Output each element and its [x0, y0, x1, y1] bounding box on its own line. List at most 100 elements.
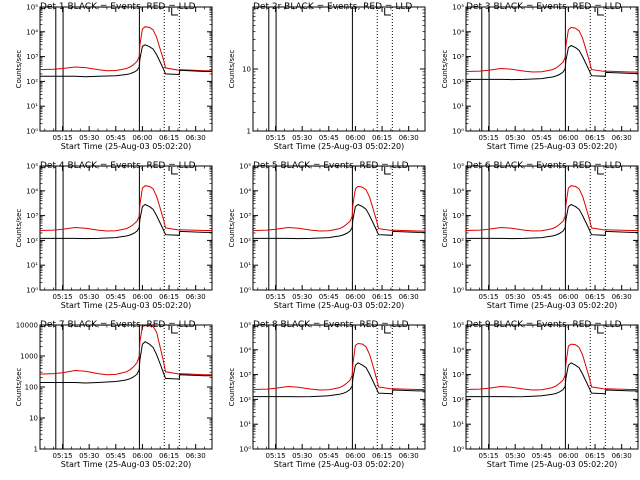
- series-line-events: [40, 203, 212, 240]
- x-tick-label: 05:45: [532, 452, 552, 460]
- panel-1: 10⁰ 10¹ 10² 10³ 10⁴ 10⁵ 05:15 05:30 05:45 06:00 06…: [15, 2, 213, 151]
- panel-7: 1 10 100 1000 10000 05:15 05:30 05:45 06:00 06:15…: [15, 320, 213, 469]
- y-tick-label: 10³: [26, 212, 38, 220]
- y-tick-label: 10²: [452, 237, 464, 245]
- series-line-events: [253, 362, 425, 398]
- series-line-events: [253, 203, 425, 240]
- y-axis-label: Counts/sec: [15, 368, 23, 407]
- series-line-events: [40, 44, 212, 78]
- y-tick-label: 10⁴: [239, 346, 251, 354]
- y-tick-label: 10²: [239, 396, 251, 404]
- y-tick-label: 10⁵: [26, 163, 38, 171]
- y-tick-label: 10³: [239, 212, 251, 220]
- x-tick-label: 05:45: [532, 293, 552, 301]
- x-tick-label: 05:30: [79, 452, 99, 460]
- series-line-lld: [465, 26, 638, 73]
- y-tick-label: 10²: [26, 78, 38, 86]
- panel-title: Det 1 BLACK = Events, RED = LLD: [40, 2, 196, 12]
- plot-frame: [39, 6, 213, 132]
- x-tick-label: 06:00: [345, 293, 365, 301]
- y-axis-label: Counts/sec: [228, 368, 236, 407]
- x-tick-label: 06:15: [372, 452, 392, 460]
- y-tick-label: 10²: [452, 78, 464, 86]
- y-tick-label: 10¹: [452, 421, 464, 429]
- plot-frame: [39, 324, 213, 450]
- y-tick-label: 10¹: [452, 103, 464, 111]
- interval-bracket: [597, 8, 604, 16]
- y-tick-label: 1000: [20, 353, 38, 361]
- y-tick-label: 10⁰: [239, 287, 251, 295]
- x-tick-label: 06:00: [132, 134, 152, 142]
- interval-bracket: [597, 326, 604, 334]
- y-tick-label: 10: [242, 66, 251, 74]
- y-tick-label: 10³: [239, 371, 251, 379]
- x-axis-label: Start Time (25-Aug-03 05:02:20): [61, 142, 192, 151]
- x-axis-label: Start Time (25-Aug-03 05:02:20): [61, 301, 192, 310]
- series-line-lld: [465, 185, 638, 232]
- y-tick-label: 10⁴: [452, 346, 464, 354]
- x-axis-label: Start Time (25-Aug-03 05:02:20): [274, 142, 405, 151]
- x-tick-label: 05:15: [265, 452, 285, 460]
- y-tick-label: 10¹: [26, 103, 38, 111]
- y-tick-label: 10¹: [239, 421, 251, 429]
- x-tick-label: 05:45: [106, 293, 126, 301]
- x-tick-label: 05:15: [52, 293, 72, 301]
- x-tick-label: 06:00: [558, 293, 578, 301]
- x-tick-label: 05:15: [478, 293, 498, 301]
- panel-9: 10⁰ 10¹ 10² 10³ 10⁴ 10⁵ 05:15 05:30 05:45 06:00 06…: [441, 320, 639, 469]
- panel-5: 10⁰ 10¹ 10² 10³ 10⁴ 10⁵ 05:15 05:30 05:45 06:00 06…: [228, 161, 426, 310]
- series-line-events: [40, 341, 212, 384]
- x-tick-label: 05:45: [319, 452, 339, 460]
- panel-title: Det 9 BLACK = Events, RED = LLD: [466, 320, 622, 330]
- x-tick-label: 06:30: [186, 293, 206, 301]
- x-axis-label: Start Time (25-Aug-03 05:02:20): [274, 301, 405, 310]
- x-tick-label: 06:15: [585, 452, 605, 460]
- panel-title: Det 2r BLACK = Events, RED = LLD: [253, 2, 412, 12]
- y-tick-label: 10⁴: [452, 28, 464, 36]
- y-tick-label: 10⁰: [26, 128, 38, 136]
- x-tick-label: 05:45: [106, 134, 126, 142]
- y-tick-label: 10⁰: [452, 287, 464, 295]
- plot-frame: [39, 165, 213, 291]
- y-axis-label: Counts/sec: [15, 209, 23, 248]
- y-tick-label: 10¹: [452, 262, 464, 270]
- x-axis-label: Start Time (25-Aug-03 05:02:20): [487, 460, 618, 469]
- y-tick-label: 100: [25, 384, 38, 392]
- x-tick-label: 05:45: [106, 452, 126, 460]
- x-tick-label: 06:30: [612, 452, 632, 460]
- series-line-lld: [465, 343, 638, 391]
- panel-8: 10⁰ 10¹ 10² 10³ 10⁴ 10⁵ 05:15 05:30 05:45 06:00 06…: [228, 320, 426, 469]
- y-tick-label: 10⁰: [26, 287, 38, 295]
- series-line-events: [466, 203, 638, 240]
- panel-title: Det 5 BLACK = Events, RED = LLD: [253, 161, 409, 171]
- x-tick-label: 05:30: [79, 293, 99, 301]
- y-axis-label: Counts/sec: [228, 50, 236, 89]
- x-axis-label: Start Time (25-Aug-03 05:02:20): [274, 460, 405, 469]
- interval-bracket: [384, 326, 391, 334]
- x-tick-label: 05:30: [505, 293, 525, 301]
- x-tick-label: 06:30: [612, 134, 632, 142]
- plot-frame: [252, 165, 426, 291]
- y-axis-label: Counts/sec: [15, 50, 23, 89]
- y-tick-label: 10⁰: [452, 446, 464, 454]
- y-tick-label: 10¹: [26, 262, 38, 270]
- x-tick-label: 05:30: [505, 452, 525, 460]
- y-tick-label: 10⁴: [26, 28, 38, 36]
- y-tick-label: 10⁵: [26, 4, 38, 12]
- y-tick-label: 10⁵: [452, 163, 464, 171]
- x-tick-label: 05:15: [265, 134, 285, 142]
- interval-bracket: [171, 326, 178, 334]
- x-axis-label: Start Time (25-Aug-03 05:02:20): [487, 142, 618, 151]
- y-tick-label: 10³: [452, 212, 464, 220]
- series-line-lld: [39, 26, 212, 72]
- y-tick-label: 10¹: [239, 262, 251, 270]
- panel-6: 10⁰ 10¹ 10² 10³ 10⁴ 10⁵ 05:15 05:30 05:45 06:00 06…: [441, 161, 639, 310]
- x-tick-label: 06:30: [612, 293, 632, 301]
- y-axis-label: Counts/sec: [441, 50, 449, 89]
- y-tick-label: 10²: [239, 237, 251, 245]
- y-tick-label: 10: [29, 415, 38, 423]
- series-line-events: [466, 362, 638, 398]
- x-tick-label: 06:00: [132, 452, 152, 460]
- x-tick-label: 06:15: [159, 293, 179, 301]
- plot-frame: [252, 324, 426, 450]
